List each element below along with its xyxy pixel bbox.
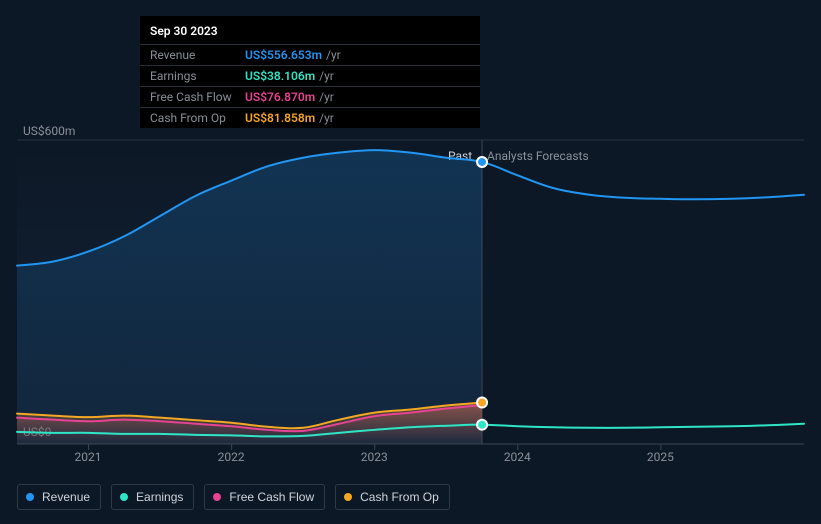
tooltip-value: US$38.106m (245, 69, 315, 83)
tooltip-label: Cash From Op (150, 111, 245, 125)
tooltip-date: Sep 30 2023 (140, 16, 480, 44)
x-tick-label: 2021 (75, 450, 102, 464)
tooltip-value: US$81.858m (245, 111, 315, 125)
tooltip-label: Earnings (150, 69, 245, 83)
legend-item-fcf[interactable]: Free Cash Flow (204, 484, 325, 510)
legend-dot-icon (26, 493, 34, 501)
tooltip-suffix: /yr (326, 48, 341, 62)
tooltip-suffix: /yr (319, 90, 334, 104)
tooltip-suffix: /yr (319, 69, 334, 83)
tooltip-value: US$556.653m (245, 48, 322, 62)
legend-item-cfo[interactable]: Cash From Op (335, 484, 450, 510)
x-tick-label: 2024 (504, 450, 531, 464)
x-tick-label: 2023 (361, 450, 388, 464)
chart-tooltip: Sep 30 2023 Revenue US$556.653m /yr Earn… (140, 16, 480, 128)
legend-dot-icon (120, 493, 128, 501)
tooltip-row-earnings: Earnings US$38.106m /yr (140, 65, 480, 86)
x-tick-label: 2022 (218, 450, 245, 464)
x-tick-label: 2025 (647, 450, 674, 464)
tooltip-value: US$76.870m (245, 90, 315, 104)
chart-legend: Revenue Earnings Free Cash Flow Cash Fro… (17, 484, 450, 510)
tooltip-row-revenue: Revenue US$556.653m /yr (140, 44, 480, 65)
tooltip-label: Revenue (150, 48, 245, 62)
tooltip-suffix: /yr (319, 111, 334, 125)
legend-label: Earnings (136, 490, 183, 504)
legend-label: Cash From Op (360, 490, 439, 504)
legend-dot-icon (344, 493, 352, 501)
legend-item-earnings[interactable]: Earnings (111, 484, 194, 510)
legend-label: Revenue (42, 490, 90, 504)
tooltip-row-fcf: Free Cash Flow US$76.870m /yr (140, 86, 480, 107)
legend-dot-icon (213, 493, 221, 501)
legend-label: Free Cash Flow (229, 490, 314, 504)
tooltip-row-cfo: Cash From Op US$81.858m /yr (140, 107, 480, 128)
legend-item-revenue[interactable]: Revenue (17, 484, 101, 510)
tooltip-label: Free Cash Flow (150, 90, 245, 104)
